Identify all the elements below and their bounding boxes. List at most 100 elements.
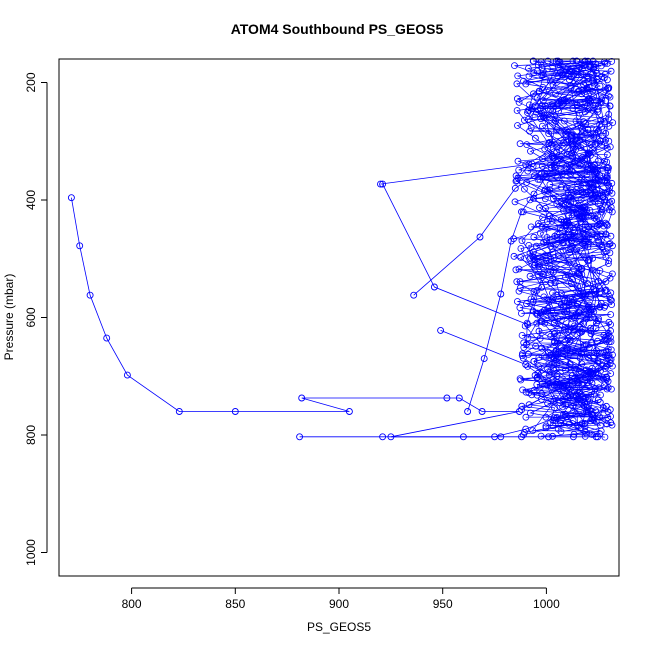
data-point xyxy=(595,384,603,392)
data-point xyxy=(579,125,586,133)
data-point xyxy=(549,432,556,440)
y-tick-label: 200 xyxy=(24,72,38,92)
data-point xyxy=(607,333,614,341)
data-point xyxy=(587,324,594,332)
data-point xyxy=(608,179,616,187)
data-point xyxy=(573,186,581,194)
data-point xyxy=(580,62,588,69)
data-point xyxy=(597,391,604,399)
data-point xyxy=(578,399,586,407)
data-point xyxy=(430,283,438,291)
data-point xyxy=(606,274,614,282)
data-point xyxy=(595,277,602,285)
data-point xyxy=(577,196,585,204)
data-point xyxy=(524,109,531,116)
data-point xyxy=(609,362,616,370)
x-tick-label: 850 xyxy=(225,597,245,611)
series-line xyxy=(534,65,612,419)
data-point xyxy=(585,238,592,246)
data-point xyxy=(549,248,557,256)
plot-frame xyxy=(58,58,620,577)
data-point xyxy=(596,303,604,311)
data-point xyxy=(569,154,576,162)
data-point xyxy=(544,57,552,65)
data-point xyxy=(536,229,544,237)
data-point xyxy=(567,198,575,206)
data-point xyxy=(476,233,484,241)
data-point xyxy=(549,289,556,297)
data-point xyxy=(480,355,488,363)
y-tick-label: 400 xyxy=(24,190,38,210)
data-point xyxy=(602,278,610,286)
data-point xyxy=(588,231,596,239)
data-point xyxy=(566,391,573,399)
data-point xyxy=(538,169,545,177)
data-point xyxy=(572,208,580,216)
data-point xyxy=(538,283,546,291)
data-point xyxy=(584,403,591,411)
data-point xyxy=(544,399,551,407)
data-point xyxy=(527,147,534,155)
data-point xyxy=(546,77,554,85)
data-point xyxy=(548,152,556,160)
data-point xyxy=(437,326,445,334)
data-point xyxy=(555,107,562,115)
data-point xyxy=(562,126,570,134)
data-point xyxy=(588,183,595,191)
data-point xyxy=(532,342,539,350)
data-point xyxy=(603,420,611,428)
data-point xyxy=(581,432,589,440)
data-point xyxy=(573,302,581,310)
data-point xyxy=(560,199,567,207)
data-point xyxy=(594,108,602,116)
data-point xyxy=(594,317,602,325)
data-point xyxy=(589,266,597,274)
data-point xyxy=(596,267,604,275)
data-point xyxy=(549,275,557,283)
data-point xyxy=(530,288,538,295)
data-point xyxy=(551,232,559,240)
data-point xyxy=(609,270,616,278)
data-point xyxy=(581,419,589,427)
data-point xyxy=(552,117,559,125)
data-point xyxy=(539,155,546,163)
data-point xyxy=(567,84,575,92)
data-point xyxy=(572,146,579,154)
data-point xyxy=(596,430,604,438)
data-point xyxy=(606,240,614,247)
data-point xyxy=(519,386,526,394)
data-point xyxy=(541,195,549,203)
data-point xyxy=(534,175,542,183)
data-point xyxy=(562,222,570,230)
x-tick-label: 950 xyxy=(433,597,453,611)
data-point xyxy=(538,109,546,117)
data-point xyxy=(562,273,569,281)
data-point xyxy=(587,141,595,149)
data-point xyxy=(103,334,111,342)
data-point xyxy=(558,71,566,78)
data-point xyxy=(593,126,600,134)
data-point xyxy=(564,334,572,342)
data-point xyxy=(606,102,614,110)
data-point xyxy=(566,338,574,346)
data-point xyxy=(123,371,131,379)
data-point xyxy=(578,325,586,333)
data-point xyxy=(569,402,577,410)
data-point xyxy=(548,217,556,225)
data-point xyxy=(562,184,570,192)
data-point xyxy=(529,427,536,435)
data-point xyxy=(541,145,549,153)
data-point xyxy=(574,379,582,387)
data-point xyxy=(569,433,577,441)
data-point xyxy=(575,87,583,95)
data-point xyxy=(578,270,586,278)
series-line xyxy=(516,60,612,400)
data-point xyxy=(562,221,570,229)
data-point xyxy=(536,204,543,212)
data-point xyxy=(561,297,568,305)
data-point xyxy=(580,276,588,284)
data-point xyxy=(593,349,601,357)
data-point xyxy=(585,308,593,316)
data-point xyxy=(603,373,610,381)
data-point xyxy=(175,408,183,415)
